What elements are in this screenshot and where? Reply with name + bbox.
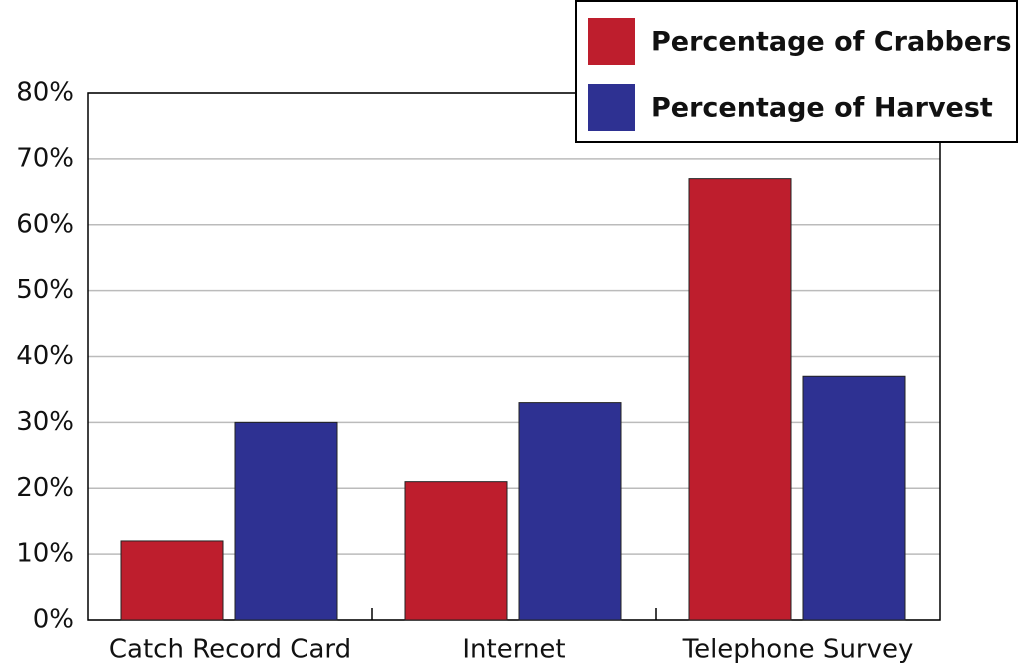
bar	[404, 481, 508, 621]
y-tick-label: 30%	[16, 407, 74, 437]
legend-swatch	[588, 84, 635, 131]
legend-label: Percentage of Harvest	[651, 93, 993, 124]
legend-swatch	[588, 18, 635, 65]
y-tick-label: 10%	[16, 539, 74, 569]
legend-label: Percentage of Crabbers	[651, 27, 1012, 58]
bar	[688, 178, 792, 621]
y-tick-label: 20%	[16, 473, 74, 503]
bar	[120, 540, 224, 621]
bar	[518, 402, 622, 621]
plot-frame	[87, 92, 941, 621]
y-tick-label: 40%	[16, 341, 74, 371]
x-tick-label: Telephone Survey	[682, 635, 914, 665]
x-tick-label: Catch Record Card	[109, 635, 351, 665]
bar	[802, 375, 906, 621]
legend-box	[575, 0, 1018, 143]
x-tick-label: Internet	[462, 635, 565, 665]
y-tick-label: 70%	[16, 143, 74, 173]
y-tick-label: 0%	[33, 605, 74, 635]
bar	[234, 421, 338, 621]
y-tick-label: 80%	[16, 78, 74, 108]
y-tick-label: 50%	[16, 275, 74, 305]
y-tick-label: 60%	[16, 209, 74, 239]
